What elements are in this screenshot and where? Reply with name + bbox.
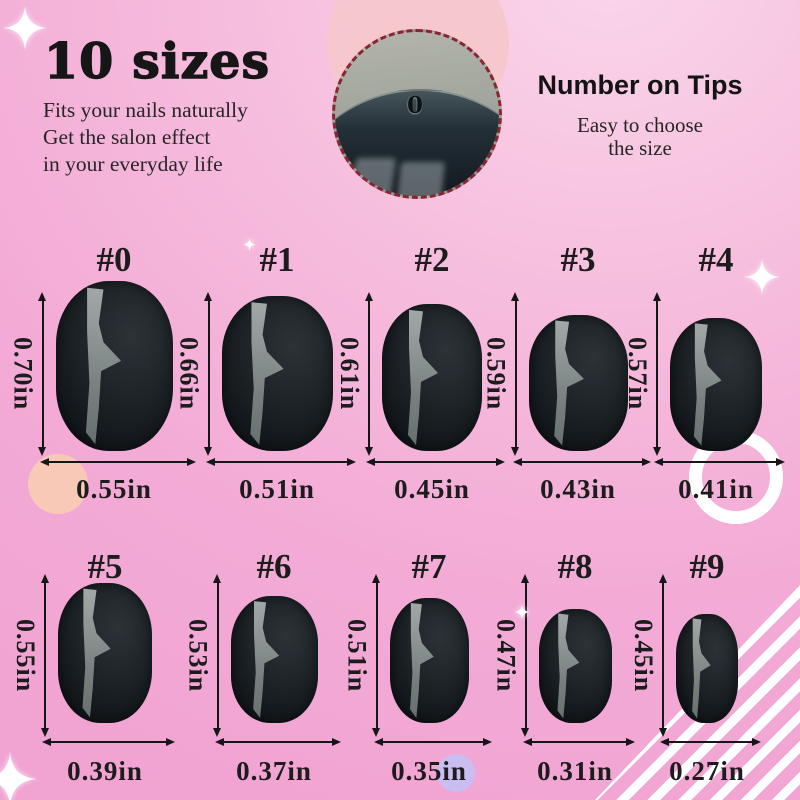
height-value: 0.45in [629, 618, 658, 693]
engraved-number: 0 [406, 92, 423, 119]
nail-highlight [85, 287, 122, 445]
peach-circle-decoration [28, 454, 88, 514]
size-number-label: #2 [414, 240, 450, 279]
nail-swatch [389, 598, 469, 723]
sparkle-icon [514, 604, 530, 620]
height-value: 0.59in [481, 337, 511, 411]
height-arrow [364, 292, 373, 456]
size-number-label: #0 [96, 240, 132, 279]
nail-highlight [410, 603, 434, 718]
tagline-line-2: Get the salon effect [43, 125, 211, 149]
nail-swatch [221, 296, 333, 451]
sparkle-icon [243, 238, 256, 251]
width-arrow [205, 457, 356, 466]
width-value: 0.41in [678, 474, 754, 504]
nail-highlight [692, 618, 711, 719]
nail-highlight [82, 588, 111, 718]
height-value: 0.51in [342, 618, 372, 693]
sparkle-icon [743, 258, 781, 296]
size-number-label: #4 [698, 240, 734, 279]
feature-title: Number on Tips [537, 70, 743, 100]
width-arrow [373, 737, 492, 746]
nail-highlight [693, 323, 722, 446]
nail-swatch [538, 609, 612, 723]
feature-subtitle-line-1: Easy to choose [577, 113, 703, 137]
height-arrow [204, 292, 212, 456]
width-value: 0.37in [236, 756, 312, 786]
size-number-label: #3 [560, 240, 596, 279]
page-title: 10 sizes [43, 32, 271, 90]
tagline-line-3: in your everyday life [43, 152, 223, 176]
width-arrow [42, 737, 175, 746]
width-arrow [512, 457, 651, 466]
width-arrow [660, 737, 761, 746]
height-value: 0.66in [174, 337, 204, 411]
width-arrow [654, 457, 785, 466]
width-arrow [214, 737, 341, 746]
size-number-label: #8 [557, 547, 593, 586]
height-value: 0.55in [11, 618, 40, 693]
height-value: 0.70in [8, 337, 38, 411]
nail-highlight [408, 309, 438, 446]
nail-swatch [58, 583, 152, 723]
nail-swatch [676, 614, 738, 723]
nail-swatch [382, 304, 482, 451]
size-number-label: #1 [259, 240, 295, 279]
width-value: 0.39in [67, 756, 143, 786]
tagline: Fits your nails naturally Get the salon … [43, 97, 248, 178]
nail-highlight [557, 613, 580, 719]
feature-subtitle-line-2: the size [608, 136, 672, 160]
nail-swatch [528, 315, 628, 451]
height-arrow [652, 292, 661, 456]
feature-subtitle: Easy to choose the size [530, 114, 750, 160]
width-arrow [522, 737, 635, 746]
size-number-label: #6 [256, 547, 292, 586]
nail-tip-photo: 0 [332, 29, 502, 199]
nail-highlight [554, 320, 584, 446]
height-value: 0.47in [491, 618, 521, 693]
width-value: 0.43in [540, 474, 616, 504]
height-arrow [511, 292, 519, 456]
nail-highlight [253, 601, 280, 718]
width-arrow [366, 457, 505, 466]
height-arrow [658, 574, 667, 737]
height-arrow [213, 574, 221, 737]
sparkle-icon [3, 6, 47, 50]
height-value: 0.61in [335, 337, 364, 411]
height-value: 0.57in [623, 337, 652, 411]
nail-highlight [250, 302, 284, 445]
width-value: 0.27in [669, 756, 745, 786]
width-value: 0.31in [537, 756, 613, 786]
nail-swatch [670, 318, 762, 451]
nail-swatch [55, 281, 173, 451]
size-number-label: #9 [689, 547, 725, 586]
height-value: 0.53in [183, 618, 213, 693]
width-value: 0.35in [391, 756, 467, 786]
width-value: 0.51in [239, 474, 315, 504]
height-arrow [521, 574, 529, 737]
tagline-line-1: Fits your nails naturally [43, 98, 248, 122]
sparkle-icon [0, 751, 38, 800]
size-number-label: #5 [87, 547, 123, 586]
lavender-circle-decoration [437, 754, 475, 792]
width-value: 0.55in [76, 474, 152, 504]
nail-swatch [230, 596, 318, 723]
width-arrow [39, 457, 196, 466]
height-arrow [40, 574, 49, 737]
nail-tip-dome [335, 89, 499, 196]
height-arrow [372, 574, 380, 737]
size-number-label: #7 [411, 547, 447, 586]
width-value: 0.45in [394, 474, 470, 504]
height-arrow [38, 292, 46, 456]
